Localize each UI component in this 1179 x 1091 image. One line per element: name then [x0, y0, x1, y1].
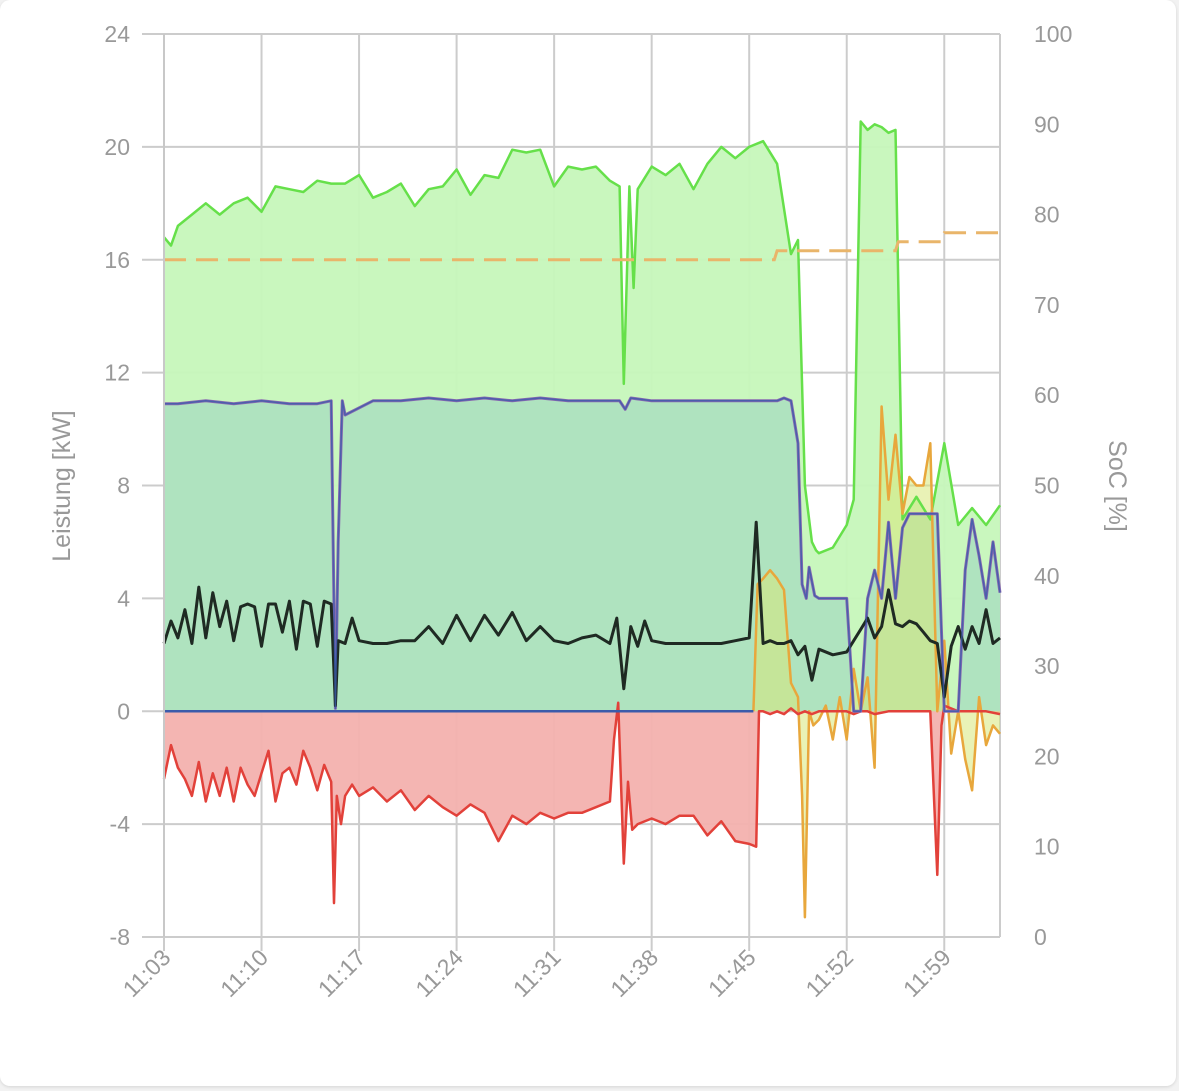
- y2-tick-label: 40: [1034, 563, 1060, 589]
- left-tick-labels: 24 20 16 12 8 4 0 -4 -8: [104, 21, 130, 950]
- x-tick-label: 11:31: [508, 944, 566, 1002]
- series-teal-area: [164, 398, 1000, 712]
- y-tick-label: 24: [104, 21, 130, 47]
- y2-tick-label: 80: [1034, 202, 1060, 228]
- y2-tick-label: 0: [1034, 924, 1047, 950]
- y-tick-label: 0: [117, 698, 130, 724]
- y-tick-label: 12: [104, 360, 130, 386]
- y2-tick-label: 100: [1034, 21, 1072, 47]
- y-tick-label: 16: [104, 247, 130, 273]
- y2-tick-label: 70: [1034, 292, 1060, 318]
- y-tick-label: -4: [110, 811, 131, 837]
- axes: [142, 33, 946, 951]
- area-fills: [164, 121, 1000, 918]
- x-tick-label: 11:24: [410, 944, 468, 1002]
- series-orange-line: [752, 405, 1001, 919]
- y2-tick-label: 20: [1034, 743, 1060, 769]
- x-tick-label: 11:38: [605, 944, 663, 1002]
- x-tick-label: 11:10: [215, 944, 273, 1002]
- y-tick-label: 20: [104, 134, 130, 160]
- series-blue-line: [164, 397, 1001, 713]
- y-axis-title: Leistung [kW]: [48, 410, 76, 561]
- x-tick-label: 11:59: [898, 944, 956, 1002]
- y-tick-label: -8: [110, 924, 130, 950]
- x-tick-labels: 11:03 11:10 11:17 11:24 11:31 11:38 11:45 11:52…: [118, 944, 956, 1002]
- y2-axis-title: SoC [%]: [1103, 440, 1131, 532]
- soc-line: [164, 231, 1000, 262]
- y2-tick-label: 50: [1034, 473, 1060, 499]
- x-tick-label: 11:52: [800, 944, 858, 1002]
- series-lines: [162, 120, 1002, 919]
- y-tick-label: 8: [117, 473, 130, 499]
- x-tick-label: 11:17: [313, 944, 371, 1002]
- series-green-line: [163, 120, 1002, 555]
- y2-tick-label: 30: [1034, 653, 1060, 679]
- series-black-line: [162, 520, 1001, 708]
- y2-tick-label: 60: [1034, 382, 1060, 408]
- y2-tick-label: 90: [1034, 111, 1060, 137]
- series-red-area: [164, 702, 1000, 904]
- x-tick-label: 11:45: [703, 944, 761, 1002]
- series-red-line: [162, 701, 1001, 905]
- x-tick-label: 11:03: [118, 944, 176, 1002]
- y2-tick-label: 10: [1034, 834, 1060, 860]
- y-tick-label: 4: [117, 585, 130, 611]
